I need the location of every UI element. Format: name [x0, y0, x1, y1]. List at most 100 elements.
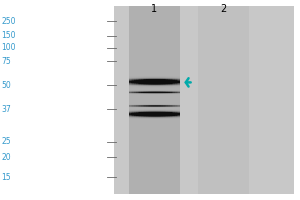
Bar	[151, 114, 153, 115]
Bar	[153, 115, 154, 116]
Bar	[177, 114, 178, 115]
Bar	[175, 85, 177, 86]
Bar	[141, 118, 142, 119]
Bar	[154, 84, 156, 85]
Bar	[129, 82, 131, 83]
Bar	[160, 111, 161, 112]
Text: 20: 20	[2, 152, 11, 162]
Bar	[149, 79, 151, 80]
Bar	[139, 81, 141, 82]
Bar	[161, 76, 163, 77]
Bar	[132, 110, 134, 111]
Text: 250: 250	[2, 17, 16, 25]
Bar	[137, 109, 139, 110]
Bar	[153, 85, 154, 86]
Bar	[158, 80, 160, 81]
Bar	[167, 82, 168, 83]
Bar	[141, 109, 142, 110]
Bar	[167, 113, 168, 114]
Bar	[129, 116, 131, 117]
Bar	[142, 112, 144, 113]
Bar	[173, 81, 175, 82]
Bar	[173, 79, 175, 80]
Bar	[175, 115, 177, 116]
Bar	[165, 81, 167, 82]
Bar	[163, 113, 165, 114]
Bar	[153, 80, 154, 81]
Bar	[144, 87, 146, 88]
Bar	[168, 118, 170, 119]
Bar	[134, 117, 136, 118]
Bar	[175, 117, 177, 118]
Bar	[167, 115, 168, 116]
Bar	[168, 85, 170, 86]
Bar	[146, 77, 148, 78]
Bar	[175, 84, 177, 85]
Bar	[178, 113, 180, 114]
Bar	[156, 82, 158, 83]
Bar	[161, 84, 163, 85]
Bar	[154, 118, 156, 119]
Bar	[168, 84, 170, 85]
Bar	[129, 77, 131, 78]
Bar	[177, 112, 178, 113]
Bar	[177, 115, 178, 116]
Bar	[165, 111, 167, 112]
Bar	[136, 87, 137, 88]
Bar	[161, 115, 163, 116]
Bar	[172, 78, 173, 79]
Bar	[153, 82, 154, 83]
Bar	[134, 111, 136, 112]
Bar	[137, 78, 139, 79]
Bar	[156, 83, 158, 84]
Bar	[170, 114, 172, 115]
Bar	[129, 114, 131, 115]
Bar	[168, 110, 170, 111]
Bar	[173, 78, 175, 79]
Bar	[156, 86, 158, 87]
Bar	[139, 76, 141, 77]
Bar	[167, 110, 168, 111]
Bar	[156, 87, 158, 88]
Bar	[149, 84, 151, 85]
Bar	[137, 76, 139, 77]
Bar	[141, 110, 142, 111]
Bar	[158, 111, 160, 112]
Bar	[144, 117, 146, 118]
Bar	[129, 109, 131, 110]
Bar	[151, 80, 153, 81]
Bar	[178, 115, 180, 116]
Bar	[151, 79, 153, 80]
Bar	[156, 81, 158, 82]
Bar	[136, 79, 137, 80]
Bar	[134, 110, 136, 111]
Bar	[139, 111, 141, 112]
Bar	[167, 81, 168, 82]
Bar	[131, 85, 132, 86]
Bar	[173, 83, 175, 84]
Bar	[175, 86, 177, 87]
Bar	[131, 110, 132, 111]
Bar	[173, 80, 175, 81]
Bar	[173, 87, 175, 88]
Bar	[144, 116, 146, 117]
Bar	[161, 85, 163, 86]
Bar	[139, 79, 141, 80]
Bar	[137, 111, 139, 112]
Bar	[161, 109, 163, 110]
Bar	[148, 117, 149, 118]
Bar	[158, 110, 160, 111]
Bar	[160, 114, 161, 115]
Bar	[154, 79, 156, 80]
Bar	[141, 112, 142, 113]
Bar	[142, 118, 144, 119]
Bar	[132, 82, 134, 83]
Bar	[137, 114, 139, 115]
Bar	[136, 76, 137, 77]
Bar	[149, 76, 151, 77]
Bar	[172, 110, 173, 111]
Bar	[178, 81, 180, 82]
Bar	[163, 79, 165, 80]
Bar	[149, 78, 151, 79]
Bar	[172, 112, 173, 113]
